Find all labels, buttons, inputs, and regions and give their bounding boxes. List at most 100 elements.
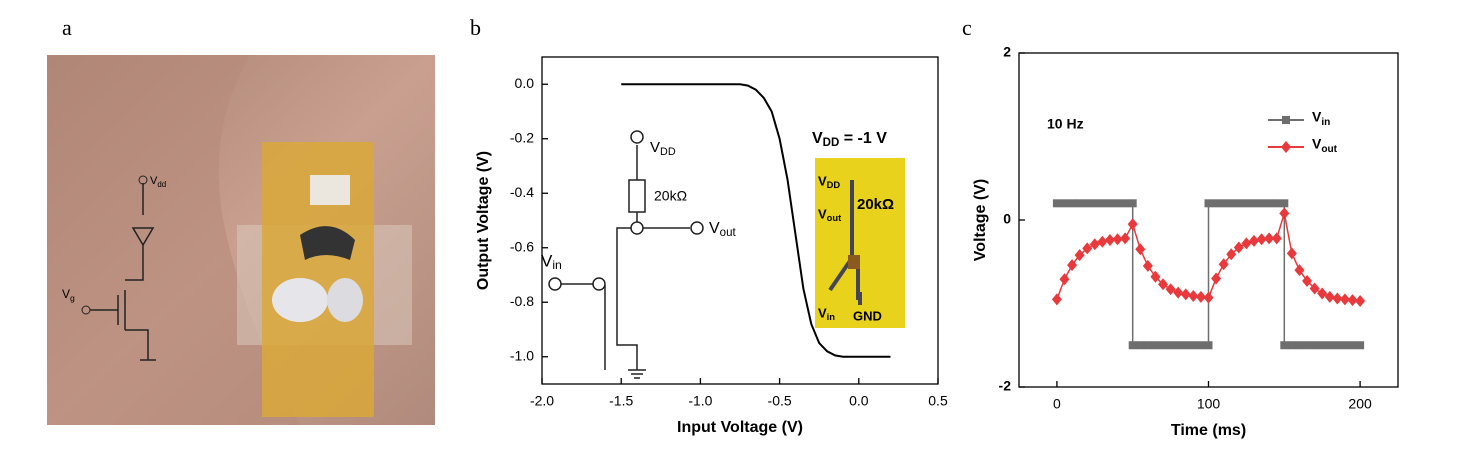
marker [1104, 234, 1115, 247]
marker [1204, 341, 1213, 350]
marker [1128, 341, 1137, 350]
marker [1143, 341, 1152, 350]
marker [1218, 258, 1229, 271]
y-axis-label: Voltage (V) [972, 179, 989, 261]
marker [1211, 272, 1222, 285]
marker [1265, 199, 1274, 208]
marker [1097, 235, 1108, 248]
marker [1075, 199, 1084, 208]
marker [1089, 238, 1100, 251]
marker [1166, 341, 1175, 350]
marker [1280, 199, 1289, 208]
marker [1264, 232, 1275, 245]
marker [1272, 199, 1281, 208]
y-tick-label: 0.0 [515, 75, 535, 91]
plot-frame [541, 56, 939, 385]
marker [1113, 199, 1122, 208]
legend-label: Vin [1312, 109, 1330, 128]
marker [1279, 207, 1290, 220]
marker [1303, 341, 1312, 350]
y-tick-label: -0.2 [510, 129, 534, 145]
x-tick-label: -2.0 [530, 393, 554, 409]
legend-marker [1282, 116, 1290, 124]
marker [1212, 199, 1221, 208]
marker [1219, 199, 1228, 208]
x-axis-label: Time (ms) [1171, 422, 1246, 439]
marker [1151, 341, 1160, 350]
circuit-label: Vout [709, 220, 736, 239]
panel-label: b [470, 15, 481, 40]
y-axis-label: Output Voltage (V) [475, 151, 492, 290]
marker [1295, 341, 1304, 350]
marker [1248, 234, 1259, 247]
inset-label: 20kΩ [857, 196, 894, 213]
marker [1256, 233, 1267, 246]
marker [1181, 341, 1190, 350]
marker [1226, 248, 1237, 261]
x-tick-label: 200 [1348, 396, 1372, 412]
x-tick-label: 100 [1197, 396, 1221, 412]
marker [1135, 243, 1146, 256]
x-tick-label: -1.5 [609, 393, 633, 409]
marker [1348, 341, 1357, 350]
marker [1325, 341, 1334, 350]
marker [1355, 294, 1366, 307]
marker [1074, 249, 1085, 262]
marker [1271, 232, 1282, 245]
marker [1340, 341, 1349, 350]
y-tick-label: -0.8 [510, 293, 534, 309]
circuit-label: Vin [541, 251, 562, 272]
marker [1189, 341, 1198, 350]
marker [1332, 292, 1343, 305]
marker [1257, 199, 1266, 208]
marker [1158, 278, 1169, 291]
marker [1302, 274, 1313, 287]
marker [1204, 199, 1213, 208]
marker [1127, 218, 1138, 231]
marker [1241, 237, 1252, 250]
circuit-label: VDD [650, 139, 676, 158]
panel-label: a [62, 15, 72, 40]
y-tick-label: -0.6 [510, 238, 534, 254]
marker [1347, 294, 1358, 307]
marker [1067, 259, 1078, 272]
marker [1242, 199, 1251, 208]
marker [1324, 290, 1335, 303]
y-tick-label: 0 [1003, 211, 1011, 227]
marker [1098, 199, 1107, 208]
marker [1180, 288, 1191, 301]
marker [1203, 291, 1214, 304]
marker [1356, 341, 1365, 350]
marker [1196, 341, 1205, 350]
marker [1174, 341, 1183, 350]
marker [1136, 341, 1145, 350]
marker [1083, 199, 1092, 208]
marker [1051, 293, 1062, 306]
marker [1173, 286, 1184, 299]
legend-label: Vout [1312, 136, 1338, 155]
marker [1234, 199, 1243, 208]
marker [1052, 199, 1061, 208]
marker [1121, 199, 1130, 208]
annotation: VDD = -1 V [812, 130, 887, 149]
x-tick-label: 0 [1053, 396, 1061, 412]
legend-marker [1281, 141, 1291, 153]
y-tick-label: -2 [999, 378, 1012, 394]
marker [1227, 199, 1236, 208]
marker [1287, 341, 1296, 350]
marker [1128, 199, 1137, 208]
marker [1142, 259, 1153, 272]
x-tick-label: 0.5 [928, 393, 948, 409]
marker [1068, 199, 1077, 208]
y-tick-label: -0.4 [510, 184, 534, 200]
marker [1280, 341, 1289, 350]
x-axis-label: Input Voltage (V) [677, 419, 803, 436]
circuit-label: 20kΩ [654, 188, 687, 204]
marker [1150, 270, 1161, 283]
marker [1286, 247, 1297, 260]
marker [1333, 341, 1342, 350]
inset-label: GND [853, 308, 882, 323]
annotation: 10 Hz [1047, 116, 1084, 132]
marker [1090, 199, 1099, 208]
x-tick-label: 0.0 [849, 393, 869, 409]
